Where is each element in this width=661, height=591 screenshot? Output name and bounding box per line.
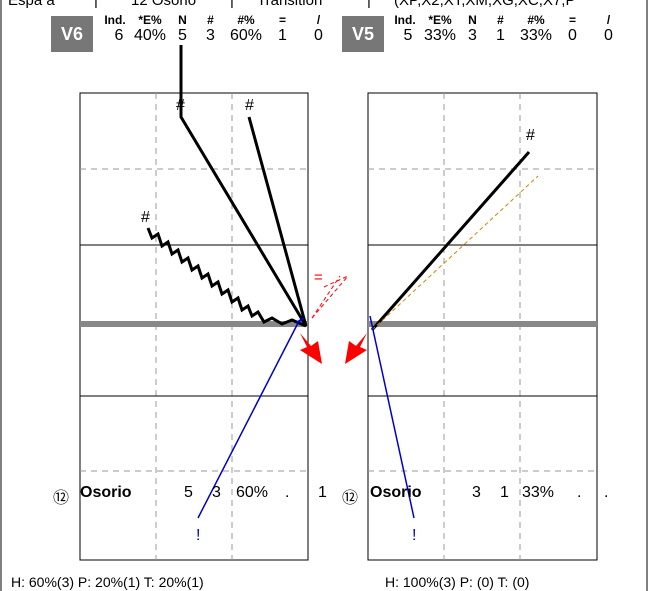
- col-slash-header: /: [316, 13, 321, 27]
- col-n-header: N: [468, 13, 477, 27]
- attack-kill-line: [179, 45, 308, 327]
- player-stat-eq: .: [285, 484, 290, 501]
- rotation-badge-v6: V6: [51, 16, 93, 52]
- val-kill: 1: [496, 27, 505, 44]
- attack-kill-line-zigzag: [146, 227, 307, 328]
- col-ind-header: Ind.: [104, 13, 126, 27]
- col-slash-header: /: [606, 13, 611, 27]
- header-attack-codes: (XP,X2,XT,XM,XG,XC,X7,P: [394, 0, 576, 9]
- attack-kill-line: [247, 116, 308, 327]
- kill-mark: #: [526, 127, 535, 144]
- player-stat-kill: 1: [500, 484, 509, 501]
- kill-mark: #: [245, 97, 254, 114]
- rotation-badge-v5: V5: [342, 16, 384, 52]
- col-eq-header: =: [278, 13, 286, 27]
- col-ind-header: Ind.: [394, 13, 416, 27]
- header-sep-2: |: [230, 0, 234, 9]
- player-stat-kill: 3: [212, 484, 221, 501]
- val-eq: 0: [568, 27, 577, 44]
- col-killpct-header: #%: [527, 13, 545, 27]
- player-name: Osorio: [370, 484, 422, 501]
- player-number-badge: ⑫: [342, 490, 359, 507]
- kill-mark: #: [176, 97, 185, 114]
- attack-origin-arrow: [300, 333, 322, 364]
- val-eff: 33%: [423, 27, 457, 44]
- attack-error-tick: [295, 317, 305, 324]
- col-eff-header: *E%: [138, 13, 162, 27]
- attack-other-line: [371, 175, 539, 331]
- player-name: Osorio: [80, 484, 132, 501]
- val-n: 5: [178, 27, 187, 44]
- error-mark: !: [196, 527, 200, 544]
- player-stat-eq: .: [577, 484, 582, 501]
- distribution-footer-v5: H: 100%(3) P: (0) T: (0): [385, 574, 530, 590]
- col-eq-header: =: [568, 13, 576, 27]
- val-eq: 1: [278, 27, 287, 44]
- val-killpct: 33%: [519, 27, 553, 44]
- attack-error-line: [197, 322, 299, 519]
- player-stat-slash: 1: [318, 484, 327, 501]
- val-n: 3: [468, 27, 477, 44]
- val-ind: 6: [114, 27, 124, 44]
- player-number-badge: ⑫: [53, 490, 70, 507]
- player-stat-n: 5: [184, 484, 193, 501]
- attack-origin-arrow: [345, 333, 367, 364]
- player-stat-killpct: 33%: [522, 484, 555, 501]
- col-kill-header: #: [207, 13, 214, 27]
- header-phase: Transition: [257, 0, 323, 9]
- col-killpct-header: #%: [237, 13, 255, 27]
- net-left: [80, 321, 308, 327]
- player-stat-killpct: 60%: [236, 484, 269, 501]
- attack-block-line: [311, 275, 349, 319]
- header-country: Espa a: [8, 0, 55, 9]
- kill-mark: #: [141, 209, 150, 226]
- error-mark: !: [412, 527, 416, 544]
- attack-block-line: [311, 275, 341, 319]
- attack-block-line: [323, 275, 349, 288]
- val-kill: 3: [206, 27, 215, 44]
- attack-kill-line: [370, 151, 531, 331]
- col-kill-header: #: [497, 13, 504, 27]
- net-right: [368, 321, 597, 327]
- attack-error-line: [369, 315, 415, 519]
- col-n-header: N: [178, 13, 187, 27]
- header-sep-3: |: [367, 0, 371, 9]
- distribution-footer-v6: H: 60%(3) P: 20%(1) T: 20%(1): [11, 574, 204, 590]
- header-sep-1: |: [94, 0, 98, 9]
- header-player: 12 Osorio: [131, 0, 197, 9]
- val-ind: 5: [403, 27, 413, 44]
- player-stat-slash: .: [604, 484, 609, 501]
- val-eff: 40%: [133, 27, 167, 44]
- val-slash: 0: [314, 27, 323, 44]
- val-killpct: 60%: [229, 27, 263, 44]
- col-eff-header: *E%: [428, 13, 452, 27]
- block-mark: =: [314, 269, 323, 286]
- val-slash: 0: [604, 27, 613, 44]
- player-stat-n: 3: [472, 484, 481, 501]
